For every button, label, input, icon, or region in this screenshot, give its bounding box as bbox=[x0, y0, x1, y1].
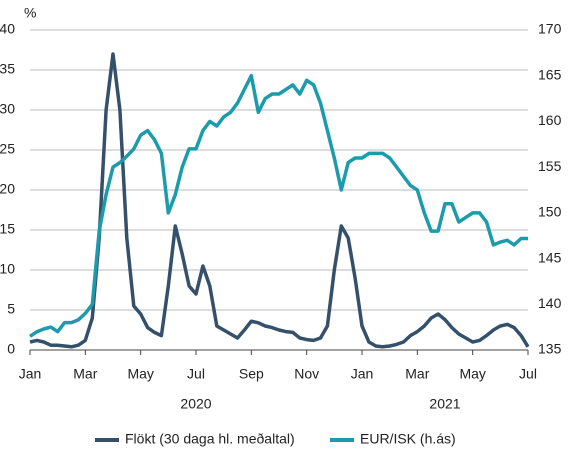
y-tick-label: 20 bbox=[0, 181, 15, 197]
y-tick-label: 40 bbox=[0, 21, 15, 37]
y2-tick-label: 150 bbox=[538, 204, 562, 220]
y-tick-label: 25 bbox=[0, 141, 15, 157]
y-tick-label: 0 bbox=[7, 341, 15, 357]
x-tick-label: May bbox=[127, 366, 153, 382]
y2-tick-label: 170 bbox=[538, 21, 562, 37]
y2-tick-label: 165 bbox=[538, 66, 562, 82]
y-tick-label: 15 bbox=[0, 221, 15, 237]
y-tick-label: 10 bbox=[0, 261, 15, 277]
x-tick-label: Nov bbox=[294, 366, 319, 382]
series-line bbox=[29, 52, 530, 349]
x-tick-label: Jan bbox=[351, 366, 374, 382]
x-group-label: 2020 bbox=[180, 396, 211, 412]
y-tick-label: 5 bbox=[7, 301, 15, 317]
x-tick-label: Mar bbox=[73, 366, 97, 382]
legend-label: EUR/ISK (h.ás) bbox=[360, 431, 456, 447]
x-tick-label: Jul bbox=[519, 366, 537, 382]
y-tick-label: 30 bbox=[0, 101, 15, 117]
y2-tick-label: 140 bbox=[538, 295, 562, 311]
x-tick-label: May bbox=[459, 366, 485, 382]
series-line bbox=[29, 73, 528, 338]
y2-tick-label: 155 bbox=[538, 158, 562, 174]
x-tick-label: Jan bbox=[19, 366, 42, 382]
x-tick-label: Jul bbox=[187, 366, 205, 382]
x-tick-label: Mar bbox=[405, 366, 429, 382]
x-group-label: 2021 bbox=[429, 396, 460, 412]
x-tick-label: Sep bbox=[239, 366, 264, 382]
y-unit: % bbox=[24, 5, 36, 21]
y2-tick-label: 145 bbox=[538, 249, 562, 265]
y2-tick-label: 160 bbox=[538, 112, 562, 128]
y-tick-label: 35 bbox=[0, 61, 15, 77]
legend-label: Flökt (30 daga hl. meðaltal) bbox=[125, 431, 295, 447]
y2-tick-label: 135 bbox=[538, 341, 562, 357]
